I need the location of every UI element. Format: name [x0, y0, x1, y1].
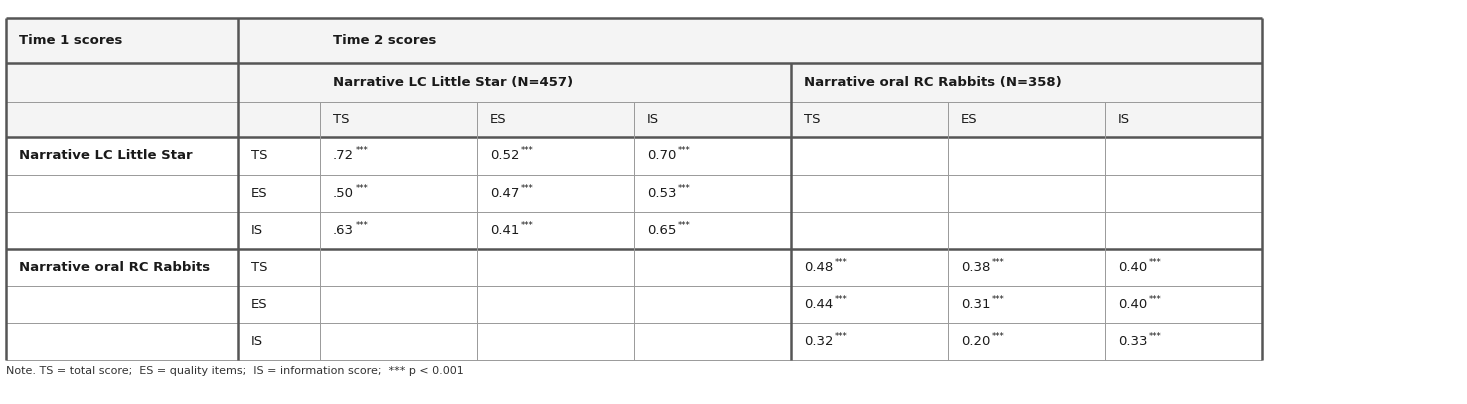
Text: 0.38: 0.38: [961, 261, 990, 274]
Text: ***: ***: [356, 146, 368, 156]
Text: ***: ***: [521, 146, 534, 156]
Text: 0.31: 0.31: [961, 298, 990, 311]
Text: TS: TS: [251, 149, 267, 162]
Text: ***: ***: [992, 332, 1005, 341]
Text: IS: IS: [1118, 113, 1130, 126]
Text: ***: ***: [835, 258, 848, 267]
Text: ***: ***: [1149, 258, 1162, 267]
Text: 0.41: 0.41: [490, 224, 519, 237]
Text: 0.40: 0.40: [1118, 298, 1147, 311]
Text: Narrative oral RC Rabbits (N=358): Narrative oral RC Rabbits (N=358): [804, 76, 1062, 89]
Text: ***: ***: [1149, 295, 1162, 304]
Text: ES: ES: [961, 113, 977, 126]
Bar: [6, 63, 1262, 102]
Text: IS: IS: [647, 113, 659, 126]
Text: ***: ***: [521, 183, 534, 193]
Text: Narrative oral RC Rabbits: Narrative oral RC Rabbits: [19, 261, 210, 274]
Text: ***: ***: [356, 221, 368, 230]
Text: .50: .50: [333, 187, 354, 200]
Text: ***: ***: [835, 295, 848, 304]
Text: IS: IS: [251, 224, 263, 237]
Text: TS: TS: [333, 113, 349, 126]
Text: ES: ES: [251, 187, 267, 200]
Text: Narrative LC Little Star (N=457): Narrative LC Little Star (N=457): [333, 76, 574, 89]
Text: 0.52: 0.52: [490, 149, 519, 162]
Text: Narrative LC Little Star: Narrative LC Little Star: [19, 149, 192, 162]
Text: .63: .63: [333, 224, 354, 237]
Text: ES: ES: [490, 113, 506, 126]
Text: ***: ***: [992, 295, 1005, 304]
Text: 0.53: 0.53: [647, 187, 676, 200]
Text: IS: IS: [251, 335, 263, 348]
Text: 0.32: 0.32: [804, 335, 833, 348]
Bar: [6, 18, 1262, 63]
Text: TS: TS: [804, 113, 820, 126]
Text: 0.33: 0.33: [1118, 335, 1147, 348]
Text: 0.70: 0.70: [647, 149, 676, 162]
Text: ***: ***: [835, 332, 848, 341]
Text: ***: ***: [678, 183, 691, 193]
Text: .72: .72: [333, 149, 354, 162]
Text: 0.65: 0.65: [647, 224, 676, 237]
Text: ***: ***: [521, 221, 534, 230]
Text: Note. TS = total score;  ES = quality items;  IS = information score;  *** p < 0: Note. TS = total score; ES = quality ite…: [6, 366, 464, 377]
Text: TS: TS: [251, 261, 267, 274]
Text: ***: ***: [1149, 332, 1162, 341]
Text: ***: ***: [678, 221, 691, 230]
Text: 0.40: 0.40: [1118, 261, 1147, 274]
Text: ***: ***: [356, 183, 368, 193]
Text: 0.20: 0.20: [961, 335, 990, 348]
Text: ***: ***: [992, 258, 1005, 267]
Text: ES: ES: [251, 298, 267, 311]
Text: ***: ***: [678, 146, 691, 156]
Text: 0.48: 0.48: [804, 261, 833, 274]
Text: 0.47: 0.47: [490, 187, 519, 200]
Text: 0.44: 0.44: [804, 298, 833, 311]
Bar: [6, 102, 1262, 137]
Text: Time 1 scores: Time 1 scores: [19, 34, 122, 47]
Text: Time 2 scores: Time 2 scores: [333, 34, 436, 47]
